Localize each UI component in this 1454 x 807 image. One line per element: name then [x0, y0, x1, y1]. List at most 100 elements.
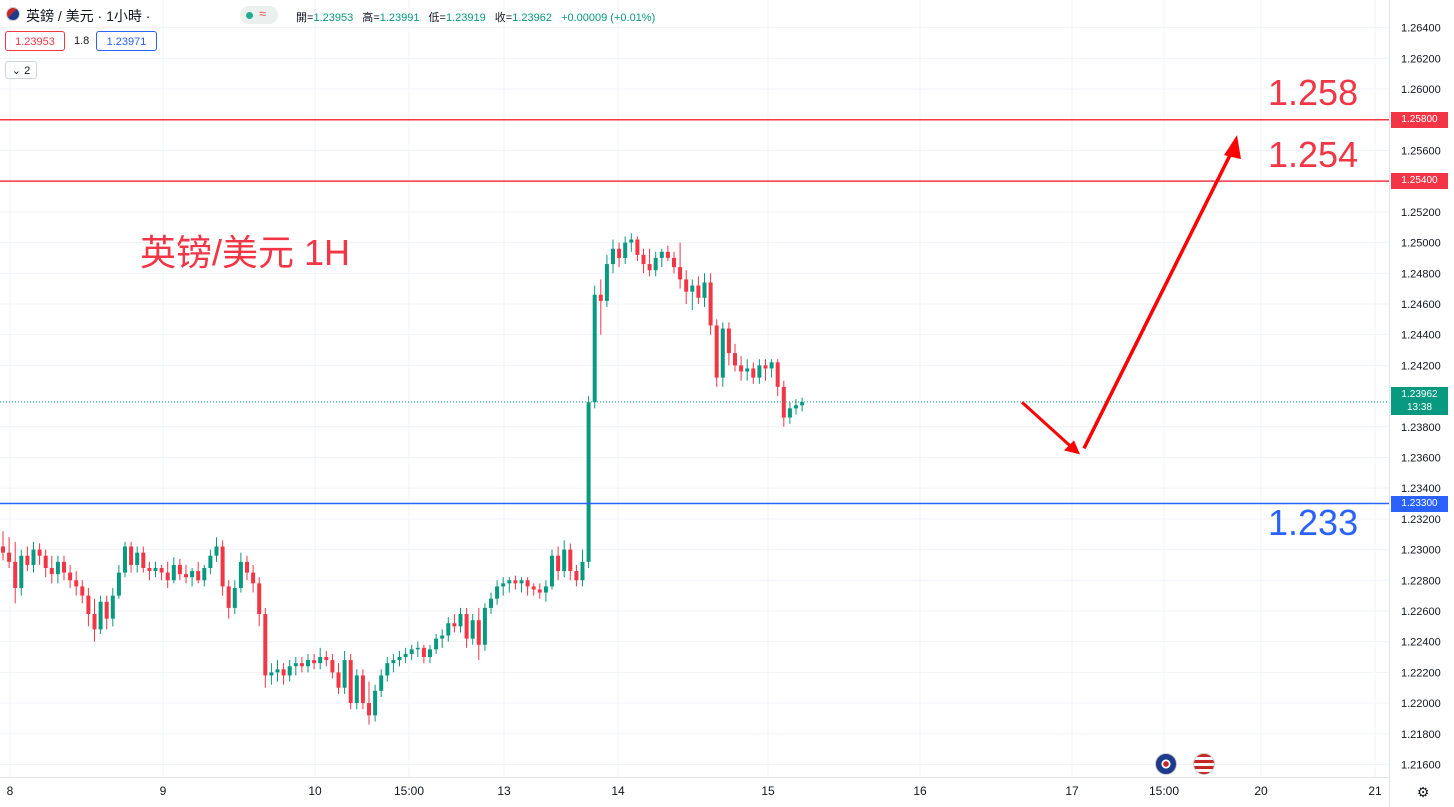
market-status-badge[interactable]: ≈	[240, 6, 278, 24]
candle	[598, 279, 603, 335]
candle	[342, 650, 347, 694]
candle-body	[598, 294, 603, 301]
sell-button[interactable]: 1.23953	[5, 31, 65, 51]
candle-body	[391, 660, 396, 664]
candle-body	[672, 257, 676, 268]
candle	[257, 577, 262, 627]
candle-body	[537, 589, 542, 593]
horizontal-levels	[0, 119, 1390, 505]
candle	[92, 598, 97, 642]
candle	[684, 270, 689, 304]
candle	[482, 603, 487, 651]
candle-body	[336, 672, 341, 688]
candle-body	[562, 549, 567, 572]
candle-body	[574, 571, 579, 581]
candle	[421, 644, 426, 664]
candle-body	[141, 552, 146, 568]
uk-event-flag-icon[interactable]	[1155, 753, 1177, 775]
candle-body	[177, 564, 182, 575]
price-tick-label: 1.26200	[1401, 53, 1441, 65]
candle-body	[373, 690, 378, 716]
candle-body	[104, 601, 109, 619]
candle	[580, 549, 585, 587]
candle	[226, 580, 231, 619]
spread-value: 1.8	[74, 35, 90, 47]
candle-body	[482, 607, 487, 645]
symbol-title[interactable]: 英鎊 / 美元 · 1小時 ·	[26, 8, 151, 24]
candle-body	[739, 365, 744, 372]
candle	[293, 657, 298, 676]
price-tick-label: 1.24200	[1401, 360, 1441, 372]
candle-body	[110, 595, 115, 619]
price-axis: 1.26400 1.26200 1.26000 1.25600 1.25200 1.250…	[1401, 23, 1441, 772]
time-tick-label: 21	[1368, 784, 1382, 798]
candle	[653, 251, 658, 277]
price-tick-label: 1.26000	[1401, 84, 1441, 96]
candle	[19, 549, 24, 596]
candle-body	[543, 586, 548, 593]
candle	[525, 577, 530, 596]
indicators-count: 2	[24, 65, 31, 77]
candle	[513, 575, 518, 590]
candle-body	[245, 561, 249, 573]
candle-body	[1, 546, 5, 553]
price-tick-label: 1.23600	[1401, 452, 1441, 464]
us-event-flag-icon[interactable]	[1193, 753, 1215, 775]
candle	[7, 537, 12, 568]
time-tick-label: 17	[1065, 784, 1079, 798]
candle	[135, 546, 140, 573]
candle-body	[123, 546, 127, 573]
candle-body	[586, 402, 591, 562]
price-tick-label: 1.22800	[1401, 575, 1441, 587]
candle-body	[495, 586, 500, 599]
ohlc-open-label: 開=	[296, 12, 314, 24]
candle-body	[415, 647, 420, 650]
candle-body	[220, 546, 225, 587]
candle	[519, 577, 524, 593]
projection-arrow	[1020, 135, 1241, 455]
candle	[31, 541, 36, 573]
candle-body	[159, 567, 164, 573]
candle-body	[787, 408, 792, 418]
candle	[367, 681, 371, 725]
candle-body	[690, 285, 695, 292]
candle-body	[635, 239, 640, 255]
price-tick-label: 1.24600	[1401, 299, 1441, 311]
candle-body	[86, 595, 91, 615]
level-label-1254: 1.254	[1268, 134, 1359, 175]
candle	[604, 254, 609, 308]
candle-body	[507, 580, 512, 584]
candle	[147, 561, 152, 581]
candle-body	[360, 675, 365, 704]
candle-body	[208, 555, 213, 568]
candle	[751, 362, 756, 384]
candle	[141, 546, 146, 573]
price-tick-label: 1.22200	[1401, 667, 1441, 679]
candle-body	[696, 285, 701, 298]
candle-body	[196, 571, 201, 581]
candle	[415, 641, 420, 658]
buy-button[interactable]: 1.23971	[96, 31, 157, 51]
candle	[635, 236, 640, 261]
candle	[708, 273, 713, 335]
candle	[489, 592, 493, 615]
candle	[592, 285, 597, 409]
settings-gear-icon[interactable]: ⚙	[1416, 784, 1430, 800]
candle-body	[446, 623, 451, 636]
candle-body	[318, 657, 323, 664]
ohlc-close-label: 收=	[494, 12, 513, 24]
candle-body	[647, 264, 652, 271]
candle-body	[62, 561, 66, 573]
candle	[617, 242, 622, 268]
candle	[574, 564, 579, 587]
candle	[458, 607, 463, 633]
indicators-toggle-button[interactable]: ⌄ 2	[5, 61, 37, 79]
candle-body	[794, 405, 798, 409]
candle-body	[238, 561, 243, 588]
price-tick-label: 1.21800	[1401, 729, 1441, 741]
candle	[428, 644, 432, 664]
candle	[74, 571, 79, 596]
candle	[123, 541, 127, 578]
candle	[452, 614, 457, 633]
